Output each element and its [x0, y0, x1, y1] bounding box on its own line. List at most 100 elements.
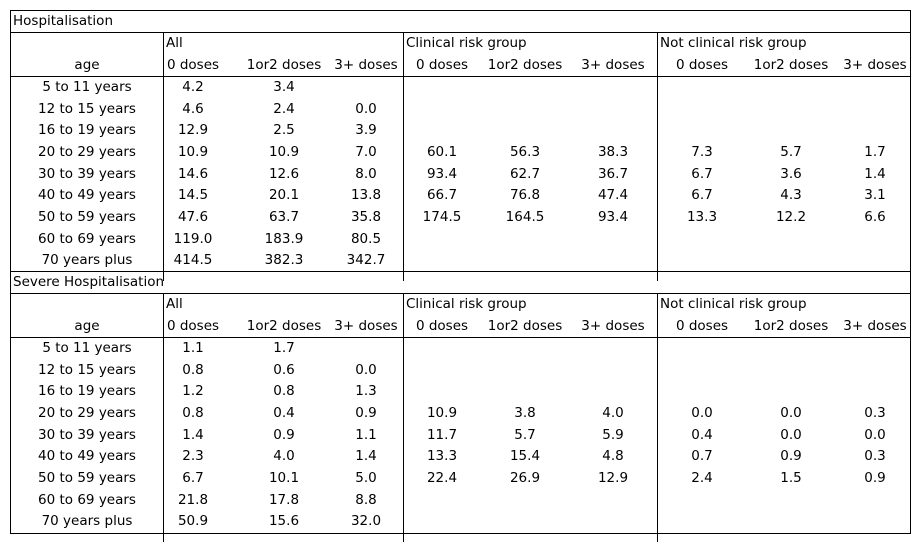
- cell: 7.0: [355, 144, 377, 160]
- cell: 60.1: [426, 144, 458, 160]
- cell: 56.3: [509, 144, 541, 160]
- column-header: 1or2 doses: [753, 57, 829, 73]
- cell: 4.3: [780, 187, 802, 204]
- row-label: 20 to 29 years: [38, 405, 136, 421]
- column-header: 3+ doses: [843, 57, 907, 73]
- cell: 4.2: [182, 79, 204, 95]
- cell: 4.6: [182, 100, 204, 117]
- row-label: 40 to 49 years: [38, 448, 136, 465]
- cell: 5.7: [514, 426, 536, 443]
- cell: 0.4: [691, 426, 713, 443]
- row-label: 12 to 15 years: [38, 361, 136, 378]
- cell: 5.9: [602, 426, 624, 443]
- rule: [10, 10, 910, 11]
- cell: 13.3: [686, 209, 718, 226]
- row-label: 40 to 49 years: [38, 187, 136, 204]
- cell: 12.2: [775, 209, 807, 226]
- cell: 4.0: [273, 448, 295, 465]
- cell: 183.9: [264, 230, 304, 247]
- cell: 0.0: [691, 405, 713, 421]
- cell: 15.4: [509, 448, 541, 465]
- cell: 1.2: [182, 383, 204, 400]
- cell: 6.6: [864, 209, 886, 226]
- cell: 8.8: [355, 491, 377, 508]
- cell: 12.9: [177, 122, 209, 139]
- row-label: 16 to 19 years: [38, 122, 136, 139]
- cell: 0.0: [780, 426, 802, 443]
- column-header: 0 doses: [415, 318, 469, 334]
- cell: 1.4: [864, 165, 886, 182]
- column-header: 1or2 doses: [753, 318, 829, 334]
- group-header: Not clinical risk group: [660, 35, 807, 51]
- cell: 0.0: [780, 405, 802, 421]
- row-label: 60 to 69 years: [38, 491, 136, 508]
- row-label: 5 to 11 years: [42, 340, 132, 356]
- row-label: 30 to 39 years: [38, 426, 136, 443]
- row-label: 60 to 69 years: [38, 230, 136, 247]
- cell: 6.7: [691, 187, 713, 204]
- section-title: Hospitalisation: [13, 13, 113, 29]
- cell: 1.1: [355, 426, 377, 443]
- cell: 15.6: [268, 513, 300, 530]
- cell: 47.4: [597, 187, 629, 204]
- cell: 12.6: [268, 165, 300, 182]
- column-header: 3+ doses: [334, 318, 398, 334]
- rule: [910, 10, 911, 533]
- cell: 414.5: [173, 252, 213, 269]
- cell: 0.6: [273, 361, 295, 378]
- cell: 10.9: [177, 144, 209, 160]
- cell: 3.4: [273, 79, 295, 95]
- cell: 2.4: [273, 100, 295, 117]
- group-header: Clinical risk group: [406, 35, 527, 51]
- rule: [10, 533, 911, 534]
- cell: 93.4: [426, 165, 458, 182]
- rule: [10, 32, 910, 33]
- cell: 1.5: [780, 470, 802, 487]
- cell: 76.8: [509, 187, 541, 204]
- cell: 35.8: [350, 209, 382, 226]
- cell: 14.5: [177, 187, 209, 204]
- cell: 164.5: [505, 209, 545, 226]
- group-header: All: [166, 35, 183, 51]
- section-title: Severe Hospitalisation: [13, 274, 165, 290]
- cell: 1.3: [355, 383, 377, 400]
- row-label: 20 to 29 years: [38, 144, 136, 160]
- cell: 36.7: [597, 165, 629, 182]
- cell: 2.3: [182, 448, 204, 465]
- column-header: 1or2 doses: [487, 57, 563, 73]
- cell: 6.7: [691, 165, 713, 182]
- cell: 0.0: [355, 361, 377, 378]
- cell: 3.1: [864, 187, 886, 204]
- rule: [657, 293, 658, 542]
- cell: 174.5: [422, 209, 462, 226]
- cell: 0.4: [273, 405, 295, 421]
- cell: 1.7: [273, 340, 295, 356]
- cell: 1.4: [182, 426, 204, 443]
- cell: 2.5: [273, 122, 295, 139]
- group-header: Not clinical risk group: [660, 296, 807, 312]
- cell: 1.1: [182, 340, 204, 356]
- cell: 1.4: [355, 448, 377, 465]
- rule: [10, 271, 910, 272]
- rule: [657, 32, 658, 281]
- column-header: 0 doses: [415, 57, 469, 73]
- rule: [403, 293, 404, 542]
- column-header: 0 doses: [166, 318, 220, 334]
- cell: 93.4: [597, 209, 629, 226]
- cell: 0.9: [780, 448, 802, 465]
- cell: 13.3: [426, 448, 458, 465]
- cell: 5.0: [355, 470, 377, 487]
- column-header: 0 doses: [166, 57, 220, 73]
- rule: [163, 293, 164, 542]
- rule: [10, 76, 910, 77]
- cell: 1.7: [864, 144, 886, 160]
- cell: 6.7: [182, 470, 204, 487]
- cell: 8.0: [355, 165, 377, 182]
- row-label: 30 to 39 years: [38, 165, 136, 182]
- group-header: Clinical risk group: [406, 296, 527, 312]
- age-header: age: [74, 318, 100, 334]
- cell: 62.7: [509, 165, 541, 182]
- cell: 11.7: [426, 426, 458, 443]
- cell: 32.0: [350, 513, 382, 530]
